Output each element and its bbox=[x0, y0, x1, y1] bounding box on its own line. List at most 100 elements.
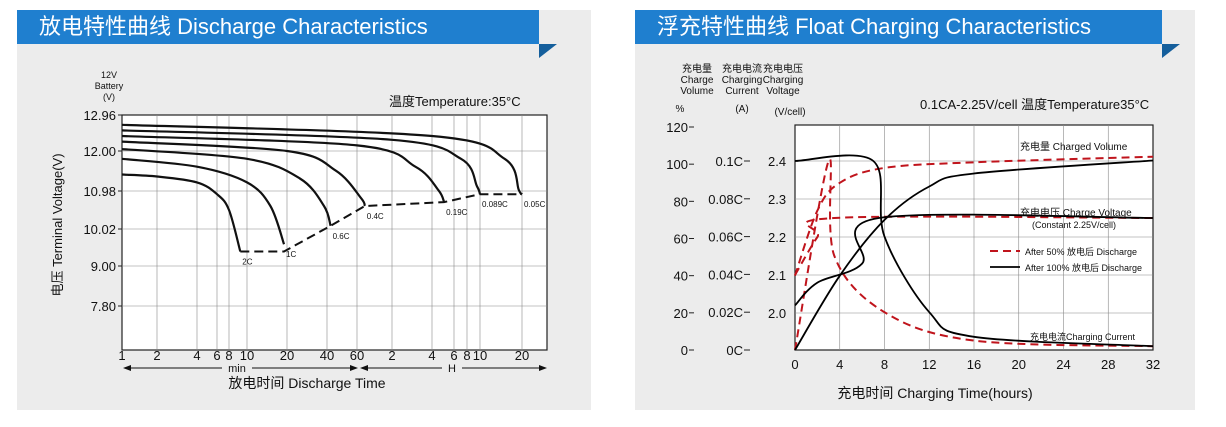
curve-label: 充电电流Charging Current bbox=[1030, 331, 1136, 342]
label-backing bbox=[222, 362, 252, 374]
y-tick-label-voltage: 2.1 bbox=[768, 268, 786, 283]
header-voltage: Voltage bbox=[766, 86, 800, 97]
x-tick-label: 8 bbox=[881, 357, 888, 372]
y-label-top: 12V bbox=[101, 70, 117, 80]
y-tick-label-voltage: 2.4 bbox=[768, 154, 786, 169]
y-tick-label-volume: 120 bbox=[666, 120, 688, 135]
curve-label: 2C bbox=[242, 257, 252, 266]
curve-label: 0.4C bbox=[367, 212, 384, 221]
y-tick-label-volume: 100 bbox=[666, 157, 688, 172]
header-volume: Volume bbox=[680, 86, 714, 97]
arrow-head bbox=[360, 365, 368, 371]
header-voltage: Charging bbox=[763, 75, 804, 86]
legend-label: After 50% 放电后 Discharge bbox=[1025, 246, 1137, 257]
x-tick-label: 28 bbox=[1101, 357, 1115, 372]
discharge-curve bbox=[121, 129, 482, 195]
x-unit-hour: H bbox=[448, 363, 456, 375]
y-axis-label: 电压 Terminal Voltage(V) bbox=[50, 153, 65, 296]
y-tick-label-current: 0.06C bbox=[708, 230, 743, 245]
condition-annotation: 0.1CA-2.25V/cell 温度Temperature35°C bbox=[920, 97, 1149, 112]
header-volume: Charge bbox=[681, 75, 714, 86]
x-unit-min: min bbox=[228, 363, 246, 375]
arrow-head bbox=[123, 365, 131, 371]
y-tick-label: 10.02 bbox=[83, 222, 116, 237]
label-backing bbox=[442, 362, 462, 374]
y-tick-label-voltage: 2.2 bbox=[768, 230, 786, 245]
x-tick-label: 12 bbox=[922, 357, 936, 372]
x-tick-label: 40 bbox=[320, 348, 334, 363]
float-charge-panel: 浮充特性曲线 Float Charging Characteristics 0 4… bbox=[635, 10, 1195, 410]
discharge-title: 放电特性曲线 Discharge Characteristics bbox=[17, 10, 539, 44]
header-current: Charging bbox=[722, 75, 763, 86]
y-tick-label-current: 0.04C bbox=[708, 267, 743, 282]
float-charge-title: 浮充特性曲线 Float Charging Characteristics bbox=[635, 10, 1162, 44]
charge-voltage-curve bbox=[794, 213, 1154, 307]
y-tick-label: 9.00 bbox=[91, 259, 116, 274]
x-tick-label: 20 bbox=[1012, 357, 1026, 372]
banner-tail bbox=[1162, 44, 1180, 58]
x-tick-label: 4 bbox=[836, 357, 843, 372]
y-tick-label: 7.80 bbox=[91, 299, 116, 314]
curve-label: 1C bbox=[286, 250, 296, 259]
header-volume: 充电量 bbox=[682, 62, 712, 75]
x-tick-label: 10 bbox=[473, 348, 487, 363]
y-label-top: Battery bbox=[95, 81, 124, 91]
y-tick-label: 12.96 bbox=[83, 108, 116, 123]
discharge-panel: 放电特性曲线 Discharge Characteristics 12.96 12… bbox=[17, 10, 591, 410]
curve-label: 充电量 Charged Volume bbox=[1020, 140, 1128, 153]
y-label-top: (V) bbox=[103, 92, 115, 102]
charged-volume-curve bbox=[794, 159, 1154, 351]
x-tick-label: 24 bbox=[1056, 357, 1070, 372]
discharge-curve bbox=[121, 157, 286, 245]
x-tick-label: 0 bbox=[791, 357, 798, 372]
y-tick-label-volume: 80 bbox=[674, 194, 688, 209]
charging-current-curve bbox=[794, 154, 1154, 348]
banner-tail bbox=[539, 44, 557, 58]
x-tick-label: 2 bbox=[153, 348, 160, 363]
y-tick-label-volume: 0 bbox=[681, 343, 688, 358]
curve-label: 0.05C bbox=[524, 200, 546, 209]
y-tick-label-current: 0.08C bbox=[708, 192, 743, 207]
arrow-head bbox=[539, 365, 547, 371]
x-tick-label: 60 bbox=[350, 348, 364, 363]
y-tick-label-current: 0C bbox=[726, 343, 743, 358]
curve-label: (Constant 2.25V/cell) bbox=[1032, 220, 1116, 230]
header-voltage-unit: (V/cell) bbox=[774, 107, 805, 118]
x-tick-label: 16 bbox=[967, 357, 981, 372]
discharge-curve bbox=[121, 134, 446, 203]
header-current: Current bbox=[725, 86, 759, 97]
curve-label: 0.19C bbox=[446, 208, 468, 217]
discharge-curve bbox=[121, 140, 366, 207]
header-voltage: 充电电压 bbox=[763, 62, 803, 75]
x-tick-label: 4 bbox=[193, 348, 200, 363]
charge-voltage-curve bbox=[794, 215, 1154, 276]
y-tick-label-current: 0.02C bbox=[708, 305, 743, 320]
header-volume-unit: % bbox=[676, 104, 685, 115]
y-tick-label: 10.98 bbox=[83, 184, 116, 199]
curve-label: 充电电压 Charge Voltage bbox=[1020, 206, 1132, 219]
x-tick-label: 32 bbox=[1146, 357, 1160, 372]
x-tick-label: 20 bbox=[280, 348, 294, 363]
temperature-annotation: 温度Temperature:35°C bbox=[389, 94, 521, 109]
y-tick-label: 12.00 bbox=[83, 144, 116, 159]
x-tick-label: 10 bbox=[240, 348, 254, 363]
x-tick-label: 2 bbox=[388, 348, 395, 363]
curve-label: 0.089C bbox=[482, 200, 508, 209]
x-tick-label: 6 bbox=[213, 348, 220, 363]
discharge-curve bbox=[121, 173, 242, 252]
legend-label: After 100% 放电后 Discharge bbox=[1025, 262, 1142, 273]
y-tick-label-volume: 60 bbox=[674, 232, 688, 247]
x-tick-label: 8 bbox=[463, 348, 470, 363]
cutoff-voltage-line bbox=[240, 193, 522, 253]
curve-label: 0.6C bbox=[333, 232, 350, 241]
x-axis-label: 充电时间 Charging Time(hours) bbox=[837, 385, 1032, 401]
discharge-curve bbox=[121, 123, 523, 196]
y-tick-label-voltage: 2.3 bbox=[768, 192, 786, 207]
arrow-head bbox=[350, 365, 358, 371]
y-tick-label-volume: 40 bbox=[674, 269, 688, 284]
x-axis-label: 放电时间 Discharge Time bbox=[228, 375, 385, 391]
header-current-unit: (A) bbox=[735, 104, 748, 115]
y-tick-label-volume: 20 bbox=[674, 306, 688, 321]
charged-volume-curve bbox=[794, 155, 1154, 277]
